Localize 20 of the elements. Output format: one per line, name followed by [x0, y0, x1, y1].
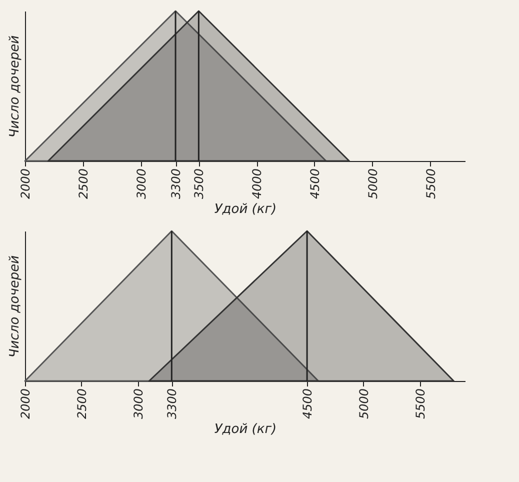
x-tick-label: 4500 — [308, 168, 322, 200]
x-tick-label: 5500 — [413, 388, 428, 420]
x-tick-label: 3500 — [192, 168, 206, 200]
x-axis-title: Удой (кг) — [214, 202, 277, 218]
x-tick-label: 5000 — [366, 168, 380, 200]
x-tick-label: 3300 — [165, 388, 180, 420]
x-tick-label: 4000 — [250, 168, 264, 200]
x-axis-title: Удой (кг) — [214, 422, 277, 438]
x-tick-label: 2000 — [18, 388, 32, 420]
x-tick-label: 3000 — [134, 168, 148, 200]
x-tick-label: 5000 — [356, 388, 371, 420]
x-tick-label: 3300 — [169, 168, 184, 200]
x-tick-label: 5500 — [424, 168, 438, 200]
x-tick-label: 2000 — [18, 168, 32, 200]
y-axis-title: Число дочерей — [8, 255, 22, 358]
y-axis-title: Число дочерей — [8, 35, 22, 138]
x-tick-label: 2500 — [76, 168, 90, 200]
x-tick-label: 2500 — [74, 388, 89, 420]
x-tick-label: 3000 — [131, 388, 146, 420]
x-tick-label: 4500 — [300, 388, 315, 420]
